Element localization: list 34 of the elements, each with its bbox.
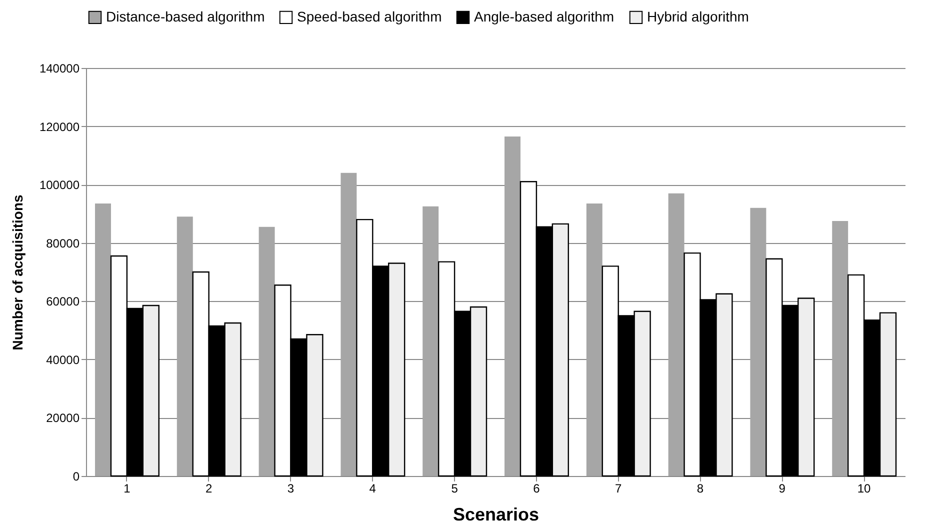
x-axis-title: Scenarios bbox=[452, 504, 540, 524]
bar bbox=[95, 204, 111, 476]
bar bbox=[176, 216, 193, 476]
x-tick-label: 10 bbox=[857, 482, 872, 496]
bar bbox=[258, 226, 275, 476]
bar bbox=[504, 136, 520, 476]
y-tick-label: 40000 bbox=[46, 352, 80, 367]
y-tick-label: 140000 bbox=[39, 62, 80, 76]
y-tick-label: 0 bbox=[72, 470, 80, 484]
x-tick-label: 4 bbox=[369, 482, 376, 496]
x-tick-label: 5 bbox=[451, 482, 458, 496]
x-tick-label: 9 bbox=[778, 482, 786, 496]
x-tick-label: 2 bbox=[206, 482, 213, 496]
x-tick-label: 8 bbox=[696, 482, 704, 496]
bar bbox=[750, 208, 766, 476]
bar bbox=[832, 221, 848, 476]
bar bbox=[422, 206, 439, 476]
x-tick-label: 1 bbox=[124, 482, 131, 496]
bar bbox=[668, 193, 684, 476]
bar bbox=[586, 204, 602, 476]
x-tick-label: 3 bbox=[287, 482, 294, 496]
y-tick-label: 20000 bbox=[46, 411, 80, 426]
y-tick-label: 120000 bbox=[39, 120, 80, 134]
legend-label: Speed-based algorithm bbox=[297, 8, 442, 24]
legend-label: Hybrid algorithm bbox=[647, 8, 749, 24]
y-tick-label: 100000 bbox=[39, 178, 80, 192]
legend-label: Distance-based algorithm bbox=[106, 8, 265, 24]
legend-label: Angle-based algorithm bbox=[474, 8, 614, 24]
y-axis-title: Number of acquisitions bbox=[9, 194, 26, 350]
x-tick-label: 6 bbox=[533, 482, 540, 496]
bar bbox=[340, 172, 357, 476]
x-tick-label: 7 bbox=[615, 482, 622, 496]
y-tick-label: 60000 bbox=[46, 294, 80, 309]
y-tick-label: 80000 bbox=[46, 236, 80, 250]
